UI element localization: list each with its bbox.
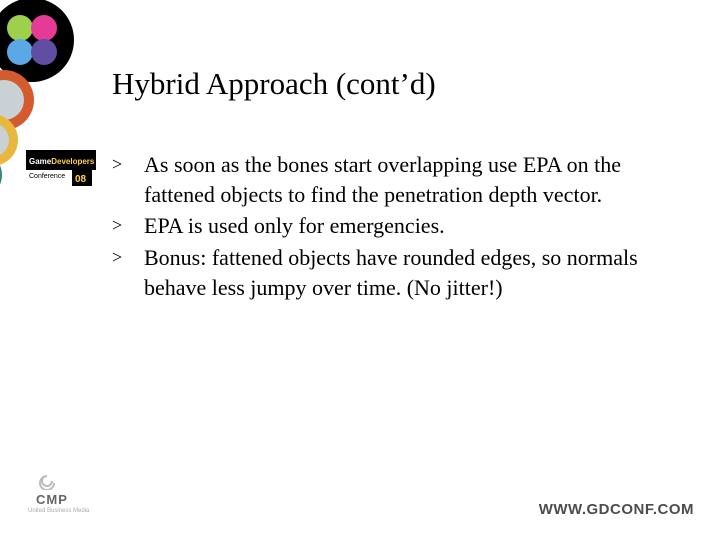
svg-text:Conference: Conference <box>29 173 65 180</box>
footer-url: WWW.GDCONF.COM <box>539 501 694 518</box>
bullet-text: As soon as the bones start overlapping u… <box>144 152 621 207</box>
list-item: > As soon as the bones start overlapping… <box>112 150 660 209</box>
bullet-marker-icon: > <box>112 245 122 269</box>
slide: GameDevelopers Conference 08 Hybrid Appr… <box>0 0 720 540</box>
footer-cmp-text: CMP <box>28 492 76 507</box>
bullet-text: Bonus: fattened objects have rounded edg… <box>144 245 638 300</box>
bullet-text: EPA is used only for emergencies. <box>144 213 445 238</box>
bullet-list: > As soon as the bones start overlapping… <box>112 150 660 304</box>
list-item: > Bonus: fattened objects have rounded e… <box>112 243 660 302</box>
cmp-swirl-icon <box>38 472 66 490</box>
slide-title: Hybrid Approach (cont’d) <box>112 66 436 102</box>
gdc-logo: GameDevelopers Conference 08 <box>26 150 96 192</box>
svg-text:GameDevelopers: GameDevelopers <box>29 157 95 166</box>
bullet-marker-icon: > <box>112 213 122 237</box>
footer-ubm-text: United Business Media <box>28 508 76 514</box>
footer-cmp-logo: CMP United Business Media <box>28 472 76 514</box>
bullet-marker-icon: > <box>112 152 122 176</box>
svg-text:08: 08 <box>75 174 87 185</box>
list-item: > EPA is used only for emergencies. <box>112 211 660 241</box>
